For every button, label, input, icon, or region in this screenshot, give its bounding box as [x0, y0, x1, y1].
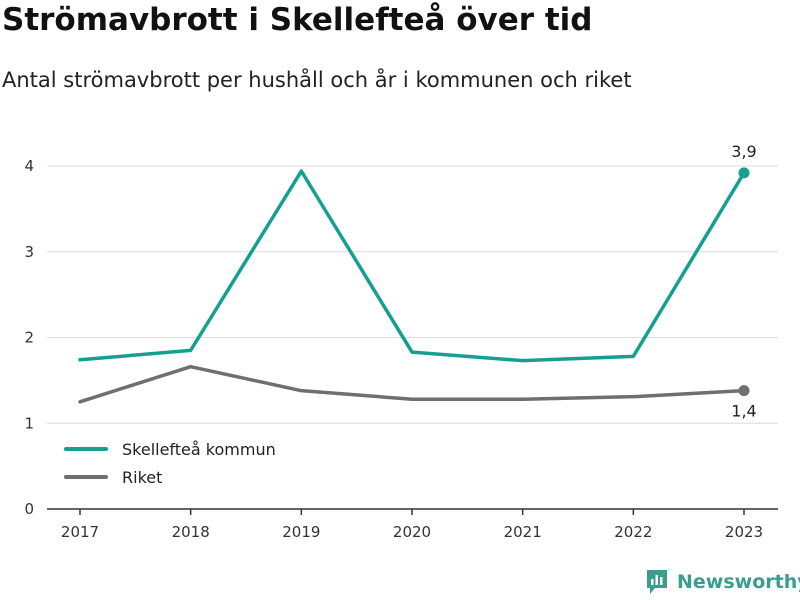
chart-title: Strömavbrott i Skellefteå över tid	[2, 2, 593, 38]
series-line	[78, 169, 746, 363]
legend: Skellefteå kommun Riket	[64, 440, 276, 487]
x-tick-label: 2020	[393, 523, 431, 541]
y-tick-label: 3	[24, 243, 34, 261]
x-tick-label: 2021	[504, 523, 542, 541]
series-line	[78, 364, 746, 404]
x-tick-label: 2018	[172, 523, 210, 541]
y-tick-label: 4	[24, 157, 34, 175]
data-label: 3,9	[731, 142, 756, 161]
brand-logo: Newsworthy	[645, 568, 800, 596]
x-tick-label: 2022	[614, 523, 652, 541]
end-point	[738, 167, 750, 179]
x-tick-label: 2023	[725, 523, 763, 541]
axes: 0 1 2 3 4 2017 2018 2019 2020 2021 2022 2023	[24, 157, 778, 541]
y-tick-label: 0	[24, 500, 34, 518]
bar-chart-icon	[647, 570, 667, 594]
end-point	[738, 385, 750, 397]
chart-subtitle: Antal strömavbrott per hushåll och år i …	[2, 68, 632, 92]
y-tick-label: 2	[24, 329, 34, 347]
brand-name: Newsworthy	[677, 571, 800, 593]
gridlines	[47, 165, 778, 424]
x-tick-label: 2017	[61, 523, 99, 541]
data-label: 1,4	[731, 402, 756, 421]
y-tick-label: 1	[24, 414, 34, 432]
legend-label: Riket	[122, 468, 162, 487]
series-lines: 3,9 1,4	[78, 142, 757, 421]
x-tick-label: 2019	[282, 523, 320, 541]
legend-label: Skellefteå kommun	[122, 440, 276, 459]
